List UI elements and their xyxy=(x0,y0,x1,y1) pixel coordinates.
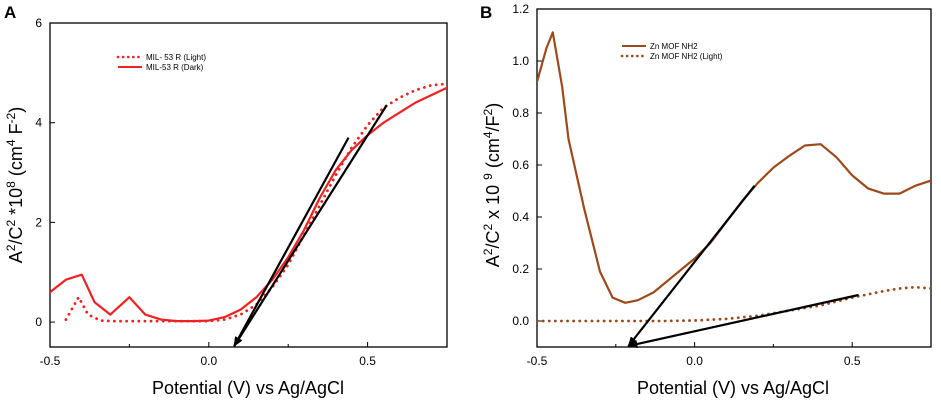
panel-a-x-tick-label: -0.5 xyxy=(40,354,61,368)
panel-b-series-dotted-line xyxy=(537,285,931,323)
panel-a-y-tick-label: 2 xyxy=(35,215,42,229)
panel-b-series-solid-line xyxy=(537,31,931,304)
panel-a-letter: A xyxy=(4,3,16,22)
panel-b-x-tick-label: 0.5 xyxy=(844,354,861,368)
panel-a: A -0.5 0.0 0.5 0 2 4 6 MIL- 53 R (Light)MIL-53 … xyxy=(4,3,448,398)
panel-b-y-tick-label: 0.6 xyxy=(512,158,529,172)
panel-b-y-tick-label: 0.2 xyxy=(512,262,529,276)
panel-b-y-axis-title: A2/C2 x 10 9 (cm4/F2) xyxy=(481,103,503,267)
panel-b-letter: B xyxy=(480,3,492,22)
panel-a-y-axis-title: A2/C2 *108 (cm4 F-2) xyxy=(4,107,26,263)
panel-a-legend-label: MIL- 53 R (Light) xyxy=(146,53,206,62)
panel-a-y-tick-label: 6 xyxy=(35,16,42,30)
panel-b-plot-area: -0.5 0.0 0.5 0.0 0.2 0.4 0.6 0.8 1.0 1.2 Zn MOF NH… xyxy=(512,2,932,368)
panel-a-x-tick-label: 0.5 xyxy=(359,354,376,368)
panel-b-tangent-arrow xyxy=(627,185,756,347)
panel-a-y-tick-label: 4 xyxy=(35,116,42,130)
panel-b-y-tick-label: 0.0 xyxy=(512,314,529,328)
panel-a-x-axis-title: Potential (V) vs Ag/AgCl xyxy=(152,378,344,398)
panel-a-legend-label: MIL-53 R (Dark) xyxy=(146,63,204,72)
panel-b-x-tick-label: -0.5 xyxy=(527,354,548,368)
panel-a-frame xyxy=(49,22,448,348)
panel-a-plot-area: -0.5 0.0 0.5 0 2 4 6 MIL- 53 R (Light)MIL-53 R … xyxy=(35,16,448,368)
panel-b-frame xyxy=(536,8,932,348)
panel-b: B -0.5 0.0 0.5 0.0 0.2 0.4 0.6 0.8 1.0 1.2 Zn MOF … xyxy=(480,2,932,398)
panel-b-y-tick-label: 0.8 xyxy=(512,106,529,120)
panel-a-series-solid-line xyxy=(50,86,447,323)
panel-b-legend-label: Zn MOF NH2 (Light) xyxy=(650,52,723,61)
panel-a-x-tick-label: 0.0 xyxy=(200,354,217,368)
panel-b-legend-label: Zn MOF NH2 xyxy=(650,42,698,51)
panel-a-tangent-arrow xyxy=(233,104,388,347)
panel-a-tangent-arrow xyxy=(233,137,350,347)
panel-b-y-tick-label: 1.0 xyxy=(512,54,529,68)
panel-b-y-tick-label: 1.2 xyxy=(512,2,529,16)
panel-b-x-tick-label: 0.0 xyxy=(686,354,703,368)
panel-b-x-axis-title: Potential (V) vs Ag/AgCl xyxy=(637,378,829,398)
panel-b-y-tick-label: 0.4 xyxy=(512,210,529,224)
panel-a-y-tick-label: 0 xyxy=(35,315,42,329)
panel-b-tangent-arrow xyxy=(627,293,859,348)
